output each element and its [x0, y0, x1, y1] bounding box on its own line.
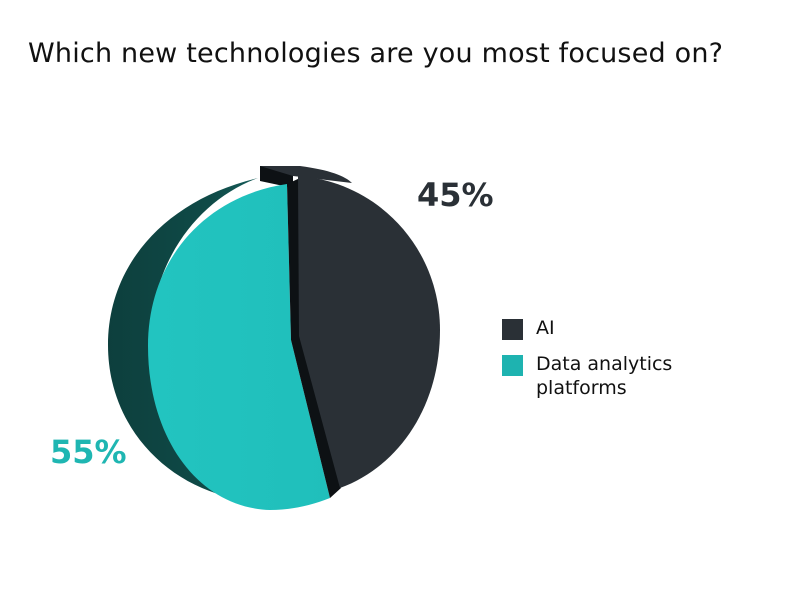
legend-item-data-analytics: Data analytics platforms — [502, 352, 762, 400]
legend-item-ai: AI — [502, 316, 762, 340]
slice-label-ai: 45% — [417, 176, 494, 214]
slice-wall-ai — [287, 178, 341, 498]
legend: AI Data analytics platforms — [502, 316, 762, 412]
chart-title: Which new technologies are you most focu… — [28, 38, 724, 69]
legend-label-ai: AI — [536, 317, 555, 339]
slice-edge-ai-top — [260, 166, 293, 188]
pie-group — [108, 166, 440, 510]
legend-label-data-analytics: Data analytics platforms — [536, 353, 673, 399]
legend-swatch-ai — [502, 319, 523, 340]
slice-data-analytics — [148, 184, 330, 510]
slice-ai — [298, 176, 440, 488]
slice-depth-data-analytics — [108, 178, 275, 508]
legend-swatch-data-analytics — [502, 355, 523, 376]
slice-label-data-analytics: 55% — [50, 433, 127, 471]
